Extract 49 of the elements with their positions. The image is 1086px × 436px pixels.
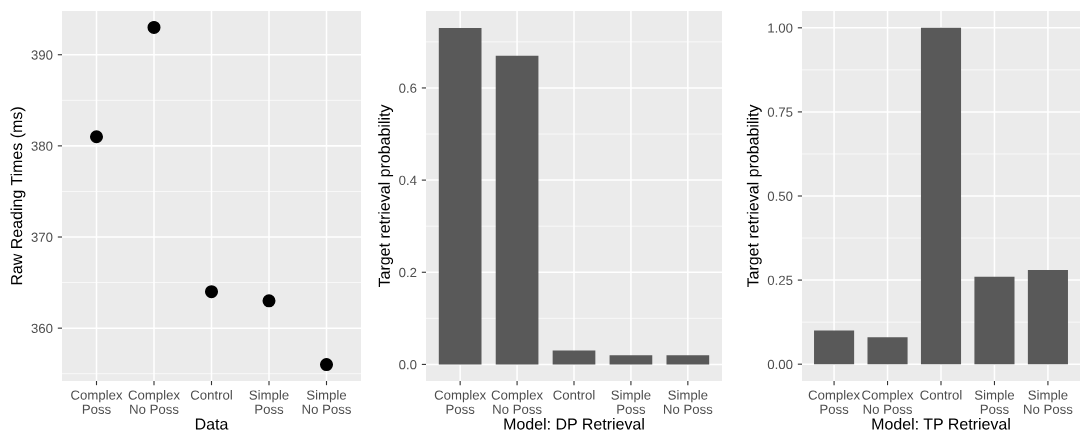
y-tick-label: 0.6 [399, 83, 417, 93]
x-tick-label: Complex No Poss [128, 390, 180, 414]
x-tick-label: Control [920, 390, 962, 400]
y-tick-label: 360 [31, 323, 53, 334]
bar [867, 337, 908, 365]
point [204, 285, 219, 299]
x-tick-label: Complex Poss [71, 390, 123, 414]
bar [495, 55, 539, 365]
y-tick-label: 0.50 [767, 191, 793, 201]
bar [1027, 270, 1068, 365]
y-tick-label: 0.00 [767, 359, 793, 370]
y-tick-label: 0.25 [767, 275, 793, 285]
x-tick-label: Complex No Poss [862, 390, 914, 414]
point [262, 294, 276, 308]
y-axis-title: Raw Reading Times (ms) [10, 107, 26, 285]
bar [814, 330, 855, 365]
x-tick-label: Complex No Poss [491, 390, 543, 414]
x-tick-label: Simple No Poss [664, 390, 713, 414]
bar [552, 350, 596, 365]
x-axis-title: Data [195, 418, 229, 430]
y-tick-label: 0.75 [767, 107, 793, 117]
x-tick-label: Simple Poss [249, 390, 289, 414]
x-tick-label: Simple No Poss [302, 390, 351, 414]
bar [666, 355, 710, 365]
x-tick-label: Control [553, 390, 595, 400]
x-tick-label: Complex Poss [434, 390, 487, 414]
bar [920, 27, 962, 365]
bar [609, 355, 653, 365]
y-tick-label: 0.2 [399, 267, 417, 278]
y-tick-label: 0.4 [399, 175, 417, 186]
x-tick-label: Complex Poss [808, 390, 860, 414]
y-tick-label: 0.0 [399, 359, 417, 370]
y-axis-title: Target retrieval probability [746, 104, 762, 288]
x-tick-label: Control [190, 390, 232, 400]
y-axis-title: Target retrieval probability [378, 104, 394, 288]
bar [974, 276, 1015, 365]
point [319, 358, 334, 372]
x-axis-title: Model: DP Retrieval [504, 417, 644, 430]
x-tick-label: Simple Poss [974, 390, 1015, 414]
y-tick-label: 380 [31, 141, 53, 151]
point [147, 20, 161, 34]
y-tick-label: 390 [31, 50, 53, 60]
bar [438, 28, 482, 365]
y-tick-label: 370 [31, 232, 53, 242]
point [89, 130, 104, 144]
y-tick-label: 1.00 [768, 23, 793, 33]
x-tick-label: Simple Poss [611, 390, 651, 414]
x-tick-label: Simple No Poss [1024, 390, 1073, 414]
x-axis-title: Model: TP Retrieval [872, 417, 1010, 430]
